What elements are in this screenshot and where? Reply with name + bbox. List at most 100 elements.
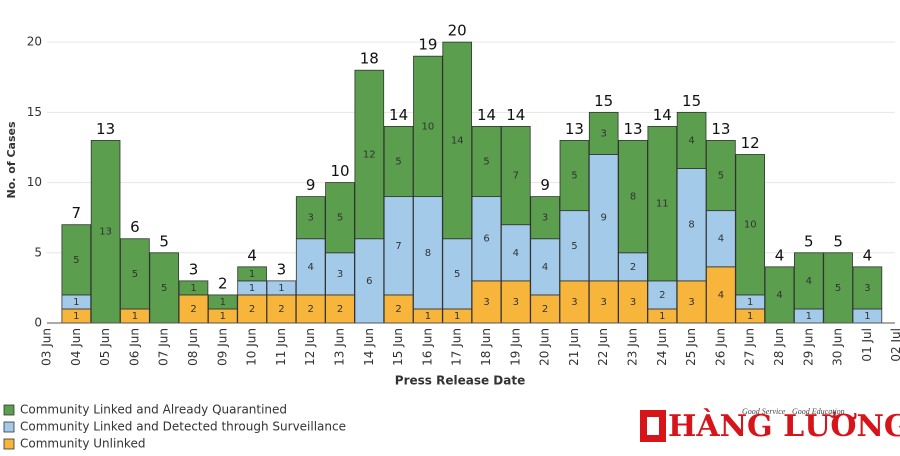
legend-label: Community Unlinked <box>20 437 145 451</box>
x-tick-label: 21 Jun <box>567 328 581 366</box>
bar-segment <box>764 266 795 324</box>
segment-label: 10 <box>744 220 757 231</box>
segment-label: 10 <box>422 121 435 132</box>
segment-label: 4 <box>688 135 694 146</box>
x-tick-label: 25 Jun <box>684 328 698 366</box>
segment-label: 4 <box>308 262 314 273</box>
segment-label: 3 <box>571 297 577 308</box>
segment-label: 3 <box>542 213 548 224</box>
logo-icon-inner <box>647 417 659 435</box>
segment-label: 5 <box>718 171 724 182</box>
bar-segment <box>618 252 648 282</box>
segment-label: 5 <box>395 157 401 168</box>
segment-label: 2 <box>630 262 636 273</box>
x-tick-label: 16 Jun <box>420 328 434 366</box>
bar-segment <box>266 280 297 296</box>
total-label: 10 <box>330 162 349 180</box>
total-label: 14 <box>389 106 408 124</box>
segment-label: 14 <box>451 135 464 146</box>
segment-label: 2 <box>278 304 284 315</box>
x-tick-label: 06 Jun <box>127 328 141 366</box>
x-tick-label: 24 Jun <box>655 328 669 366</box>
legend-swatch <box>3 438 15 450</box>
bar-segment <box>325 182 355 254</box>
x-tick-label: 19 Jun <box>508 328 522 366</box>
total-label: 9 <box>306 176 316 194</box>
bar-segment <box>559 140 590 212</box>
segment-label: 5 <box>161 283 167 294</box>
segment-label: 1 <box>249 269 255 280</box>
x-tick-label: 17 Jun <box>450 328 464 366</box>
bar-segment <box>354 69 385 240</box>
segment-label: 1 <box>73 297 79 308</box>
total-label: 2 <box>218 274 228 292</box>
bar-segment <box>500 125 531 226</box>
segment-label: 12 <box>363 149 376 160</box>
segment-label: 11 <box>656 199 669 210</box>
x-tick-label: 14 Jun <box>362 328 376 366</box>
segment-label: 2 <box>659 290 665 301</box>
bar-segment <box>325 294 355 324</box>
bar-segment <box>295 196 326 240</box>
segment-label: 7 <box>395 241 401 252</box>
x-tick-label: 29 Jun <box>801 328 815 366</box>
total-label: 6 <box>130 218 140 236</box>
y-axis-title: No. of Cases <box>5 121 18 198</box>
bar-segment <box>383 294 414 324</box>
x-tick-label: 23 Jun <box>626 328 640 366</box>
x-tick-label: 15 Jun <box>391 328 405 366</box>
total-label: 14 <box>477 106 496 124</box>
x-tick-label: 18 Jun <box>479 328 493 366</box>
bar-segment <box>442 41 472 240</box>
segment-label: 3 <box>337 269 343 280</box>
total-label: 14 <box>506 106 525 124</box>
segment-label: 6 <box>483 234 489 245</box>
segment-label: 8 <box>688 220 694 231</box>
bar-segment <box>413 196 443 310</box>
bar-segment <box>178 294 209 324</box>
bar-segment <box>325 252 355 296</box>
segment-label: 4 <box>776 290 782 301</box>
logo: HÀNG LƯƠNG Good Service Good Education <box>640 407 900 444</box>
segment-label: 4 <box>718 234 724 245</box>
bar-segment <box>500 280 531 324</box>
segment-label: 5 <box>73 255 79 266</box>
bar-segment <box>676 168 707 282</box>
bar-segment <box>706 140 736 212</box>
legend-label: Community Linked and Already Quarantined <box>20 403 287 417</box>
segment-label: 4 <box>806 276 812 287</box>
segment-label: 9 <box>601 213 607 224</box>
segment-label: 3 <box>513 297 519 308</box>
total-label: 4 <box>247 246 257 264</box>
segment-label: 1 <box>73 311 79 322</box>
segment-label: 1 <box>747 311 753 322</box>
total-label: 5 <box>804 232 814 250</box>
total-label: 4 <box>863 246 873 264</box>
bar-segment <box>61 224 92 296</box>
segment-label: 1 <box>278 283 284 294</box>
segment-label: 1 <box>659 311 665 322</box>
x-tick-label: 20 Jun <box>538 328 552 366</box>
x-tick-label: 10 Jun <box>245 328 259 366</box>
segment-label: 2 <box>395 304 401 315</box>
x-tick-label: 12 Jun <box>303 328 317 366</box>
x-tick-label: 11 Jun <box>274 328 288 366</box>
total-label: 12 <box>741 134 760 152</box>
legend-swatch <box>3 404 15 416</box>
bar-segment <box>618 140 648 254</box>
segment-label: 1 <box>132 311 138 322</box>
segment-label: 4 <box>513 248 519 259</box>
total-label: 7 <box>72 204 82 222</box>
segment-label: 5 <box>835 283 841 294</box>
segment-label: 3 <box>688 297 694 308</box>
segment-label: 5 <box>454 269 460 280</box>
bar-segment <box>442 238 472 310</box>
segment-label: 8 <box>425 248 431 259</box>
bar-segment <box>706 210 736 268</box>
segment-label: 4 <box>542 262 548 273</box>
segment-label: 1 <box>864 311 870 322</box>
x-axis-title: Press Release Date <box>395 374 525 388</box>
segment-label: 6 <box>366 276 372 287</box>
segment-label: 1 <box>806 311 812 322</box>
